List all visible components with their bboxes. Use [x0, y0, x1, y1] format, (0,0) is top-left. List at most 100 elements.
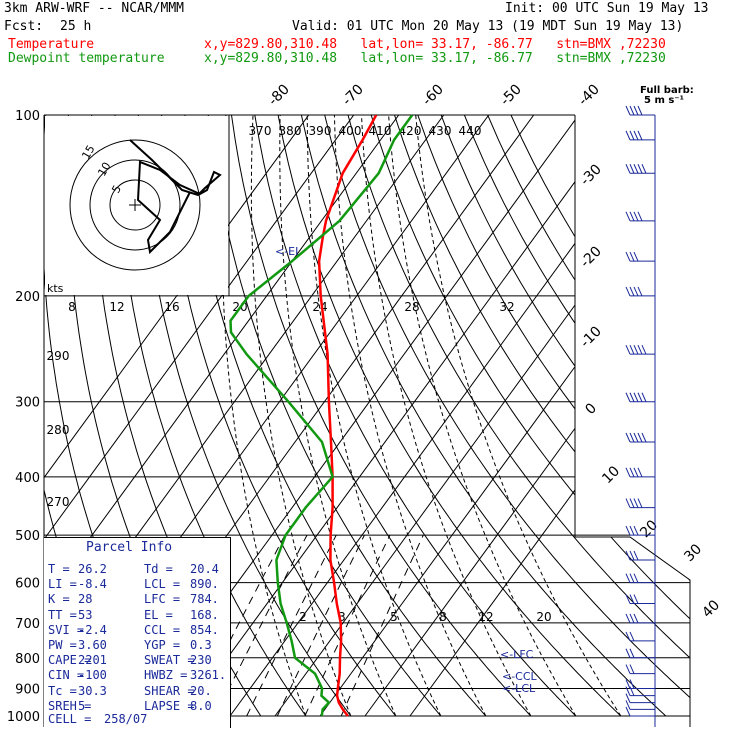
isotherm-label: -80 — [265, 81, 292, 108]
parcel-key: CCL = — [144, 622, 181, 637]
hodograph-unit: kts — [47, 282, 64, 295]
moist-adiabat — [306, 115, 442, 717]
dry-adiabat — [161, 115, 397, 717]
mixing-ratio-label: 20 — [536, 610, 551, 624]
forecast-hour: 25 h — [60, 19, 92, 34]
wind-barb-flag — [625, 432, 631, 443]
wind-barbs — [625, 105, 656, 727]
wind-barb-flag — [633, 105, 639, 116]
moist-adiabat — [250, 115, 352, 717]
wind-barb-flag — [633, 164, 639, 174]
parcel-info-title: Parcel Info — [86, 540, 173, 555]
wind-barb-flag — [637, 211, 643, 222]
hodograph-ring — [109, 179, 161, 231]
isotherm-label: 0 — [582, 400, 600, 418]
parcel-value: 28 — [78, 592, 93, 607]
wind-barb-flag — [625, 631, 631, 642]
dry-adiabat — [370, 115, 690, 717]
hodograph-speed-label: 32 — [499, 300, 514, 314]
wind-barb-flag — [637, 286, 643, 297]
isotherm-label: 20 — [637, 517, 661, 541]
wind-barb — [625, 498, 655, 509]
theta-e-label: 280 — [47, 423, 70, 437]
wind-barb — [625, 594, 655, 605]
dewpoint-profile — [229, 115, 414, 717]
hodograph-speed-label: 12 — [109, 300, 124, 314]
wind-barb — [625, 286, 655, 297]
wind-barb-flag — [625, 286, 631, 297]
wind-barb-flag — [629, 392, 635, 402]
plot-border-right — [574, 115, 691, 727]
isotherm-line — [44, 115, 355, 717]
wind-barb-flag — [629, 648, 635, 658]
mixing-ratio-line — [340, 534, 424, 717]
wind-barb-flag — [633, 211, 639, 222]
mixing-ratio-line — [214, 534, 308, 717]
parcel-value: 8.0 — [190, 698, 212, 713]
wind-barb-flag — [625, 706, 631, 717]
init-time: Init: 00 UTC Sun 19 May 13 — [505, 1, 709, 16]
parcel-value: 5 — [78, 698, 86, 713]
theta-label: 390 — [309, 124, 332, 138]
isotherm-label: 30 — [681, 541, 705, 565]
wind-barb-flag — [625, 525, 631, 536]
wind-barb-flag — [625, 105, 631, 116]
dry-adiabat — [300, 115, 667, 717]
pressure-label: 100 — [15, 109, 40, 124]
isotherm-line — [364, 115, 690, 717]
wind-barb — [625, 432, 655, 443]
wind-barb-flag — [633, 498, 639, 508]
model-title: 3km ARW-WRF -- NCAR/MMM — [4, 1, 185, 16]
isotherm-line — [44, 115, 310, 717]
parcel-value: 168. — [190, 607, 219, 622]
isotherm-label: 40 — [699, 597, 723, 621]
parcel-key: PW = — [48, 638, 77, 652]
isotherm-label: -70 — [339, 81, 366, 108]
wind-barb — [625, 679, 655, 689]
wind-barb-flag — [629, 251, 635, 262]
wind-barb-flag — [633, 392, 639, 402]
hodograph-ring-label: 10 — [95, 160, 113, 179]
parcel-value: 890. — [190, 577, 219, 592]
parcel-key: LAPSE = — [144, 698, 195, 713]
wind-barb-flag — [633, 467, 639, 478]
wind-barb-flag — [625, 467, 631, 478]
parcel-key: CIN = — [48, 668, 85, 683]
hodograph-speed-label: 28 — [404, 300, 419, 314]
wind-barb-flag — [633, 613, 639, 624]
parcel-value: 20. — [190, 683, 212, 698]
wind-barb — [625, 525, 655, 536]
wind-barb-flag — [633, 550, 639, 561]
wind-barb-flag — [629, 432, 635, 443]
parcel-key: SVI = — [48, 622, 85, 637]
wind-barb-flag — [629, 467, 635, 478]
dry-adiabat — [254, 115, 577, 717]
dry-adiabat — [487, 115, 690, 717]
parcel-value: -100 — [78, 668, 107, 683]
parcel-value: 784. — [190, 592, 219, 607]
pressure-label: 500 — [15, 529, 40, 544]
wind-barb — [625, 130, 655, 141]
mixing-ratio-label: 3 — [338, 610, 346, 624]
level-label: <-LCL — [502, 682, 536, 695]
wind-barb-flag — [625, 211, 631, 222]
parcel-key: LI = — [48, 577, 77, 592]
wind-barb-flag — [625, 594, 631, 604]
temperature-legend: Temperature — [8, 37, 95, 52]
wind-barb-flag — [625, 573, 631, 583]
pressure-label: 700 — [15, 617, 40, 632]
dewpoint-legend: Dewpoint temperature — [8, 51, 165, 66]
parcel-key: HWBZ = — [144, 668, 188, 683]
wind-barb-flag — [641, 344, 647, 355]
wind-barb-flag — [641, 432, 647, 443]
wind-barb — [625, 573, 655, 584]
wind-barb-flag — [625, 498, 631, 508]
wind-barb — [625, 344, 655, 355]
dewpoint-location: x,y=829.80,310.48 lat,lon= 33.17, -86.77… — [204, 51, 666, 66]
valid-time: Valid: 01 UTC Mon 20 May 13 (19 MDT Sun … — [292, 19, 684, 34]
parcel-key: T = — [48, 562, 70, 576]
wind-barb-flag — [633, 286, 639, 297]
wind-barb — [625, 706, 655, 717]
theta-label: 440 — [459, 124, 482, 138]
